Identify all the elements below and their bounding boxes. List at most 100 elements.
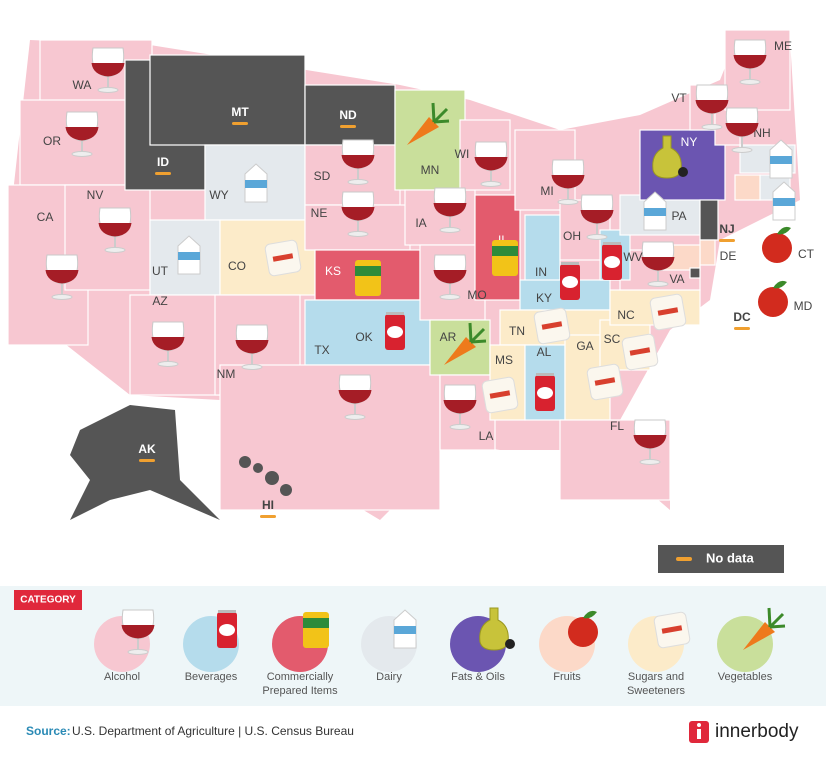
wine <box>45 270 79 284</box>
legend-label: Sugars and Sweeteners <box>626 671 686 697</box>
state-icon <box>725 107 759 153</box>
state-icon <box>235 324 269 370</box>
state-label: NY <box>681 135 698 149</box>
wine <box>235 340 269 354</box>
glass-base <box>647 281 669 287</box>
state-icon <box>98 207 132 253</box>
glass-base <box>241 364 263 370</box>
state-shape <box>304 84 396 146</box>
milk-band <box>178 252 200 260</box>
state-icon <box>769 139 793 179</box>
soda-logo <box>387 326 403 338</box>
state-icon <box>355 260 381 296</box>
wine <box>474 157 508 171</box>
state-icon <box>341 191 375 237</box>
state-label: IN <box>535 265 547 279</box>
sugar-band <box>594 377 616 386</box>
state-icon <box>551 159 585 205</box>
wine <box>733 55 767 69</box>
state-shape <box>699 239 716 266</box>
wine <box>641 257 675 271</box>
state-shape <box>280 484 292 496</box>
state-label: DE <box>720 249 737 263</box>
glass-base <box>586 234 608 240</box>
state-shape <box>149 54 306 146</box>
food-band <box>355 266 381 276</box>
brand-icon-dot <box>697 723 701 727</box>
state-icon <box>151 321 185 367</box>
state-label: WI <box>455 147 470 161</box>
state-icon <box>492 240 518 276</box>
wine <box>695 100 729 114</box>
source-label: Source: <box>26 724 71 738</box>
sugar-band <box>661 625 683 634</box>
apple <box>568 617 598 647</box>
apple-leaf <box>773 280 787 289</box>
state-icon <box>633 419 667 465</box>
state-label: WA <box>73 78 92 92</box>
apple-leaf <box>583 610 597 619</box>
state-label: FL <box>610 419 624 433</box>
carrot-top <box>431 102 450 124</box>
state-icon <box>580 194 614 240</box>
apple <box>758 287 788 317</box>
state-shape <box>253 463 263 473</box>
sugar-band <box>489 390 511 399</box>
state-icon <box>560 262 580 300</box>
soda-logo <box>537 387 553 399</box>
milk-band <box>245 180 267 188</box>
state-icon <box>643 191 667 231</box>
wine <box>551 175 585 189</box>
state-icon <box>586 363 624 401</box>
milk-band <box>394 626 416 634</box>
milk-band <box>773 198 795 206</box>
state-label: MI <box>540 184 553 198</box>
wine <box>91 63 125 77</box>
olive <box>505 639 515 649</box>
glass-base <box>104 247 126 253</box>
state-label: DC <box>733 310 751 324</box>
state-label: KS <box>325 264 341 278</box>
state-icon <box>535 373 555 411</box>
glass-base <box>439 227 461 233</box>
state-label: MD <box>794 299 813 313</box>
no-data-marker <box>139 459 155 462</box>
state-icon <box>444 322 487 365</box>
state-icon <box>443 384 477 430</box>
apple-leaf <box>777 226 791 235</box>
soda-logo <box>562 276 578 288</box>
state-label: WV <box>623 250 642 264</box>
wine <box>433 203 467 217</box>
oil-bottle <box>652 135 682 179</box>
state-icon <box>758 280 788 317</box>
state-label: UT <box>152 264 169 278</box>
state-icon <box>621 333 659 371</box>
state-label: MO <box>467 288 486 302</box>
state-label: AK <box>138 442 156 456</box>
brand: innerbody <box>715 721 799 742</box>
milk-band <box>770 156 792 164</box>
glass-base <box>701 124 723 130</box>
state-icon <box>733 39 767 85</box>
glass-base <box>347 179 369 185</box>
wine <box>151 337 185 351</box>
state-label: ME <box>774 39 792 53</box>
map-layer <box>7 29 800 520</box>
glass-base <box>480 181 502 187</box>
glass-base <box>157 361 179 367</box>
legend-label: Commercially Prepared Items <box>262 671 338 697</box>
no-data-marker <box>260 515 276 518</box>
state-icon <box>177 235 201 275</box>
soda-top <box>603 242 621 245</box>
state-label: NV <box>87 188 104 202</box>
state-shape <box>689 267 701 279</box>
state-shape <box>394 89 466 191</box>
state-label: AL <box>537 345 552 359</box>
state-icon <box>695 84 729 130</box>
wine <box>121 625 155 639</box>
glass-base <box>51 294 73 300</box>
sugar-band <box>541 321 563 330</box>
state-label: NE <box>311 206 328 220</box>
state-label: NM <box>217 367 236 381</box>
